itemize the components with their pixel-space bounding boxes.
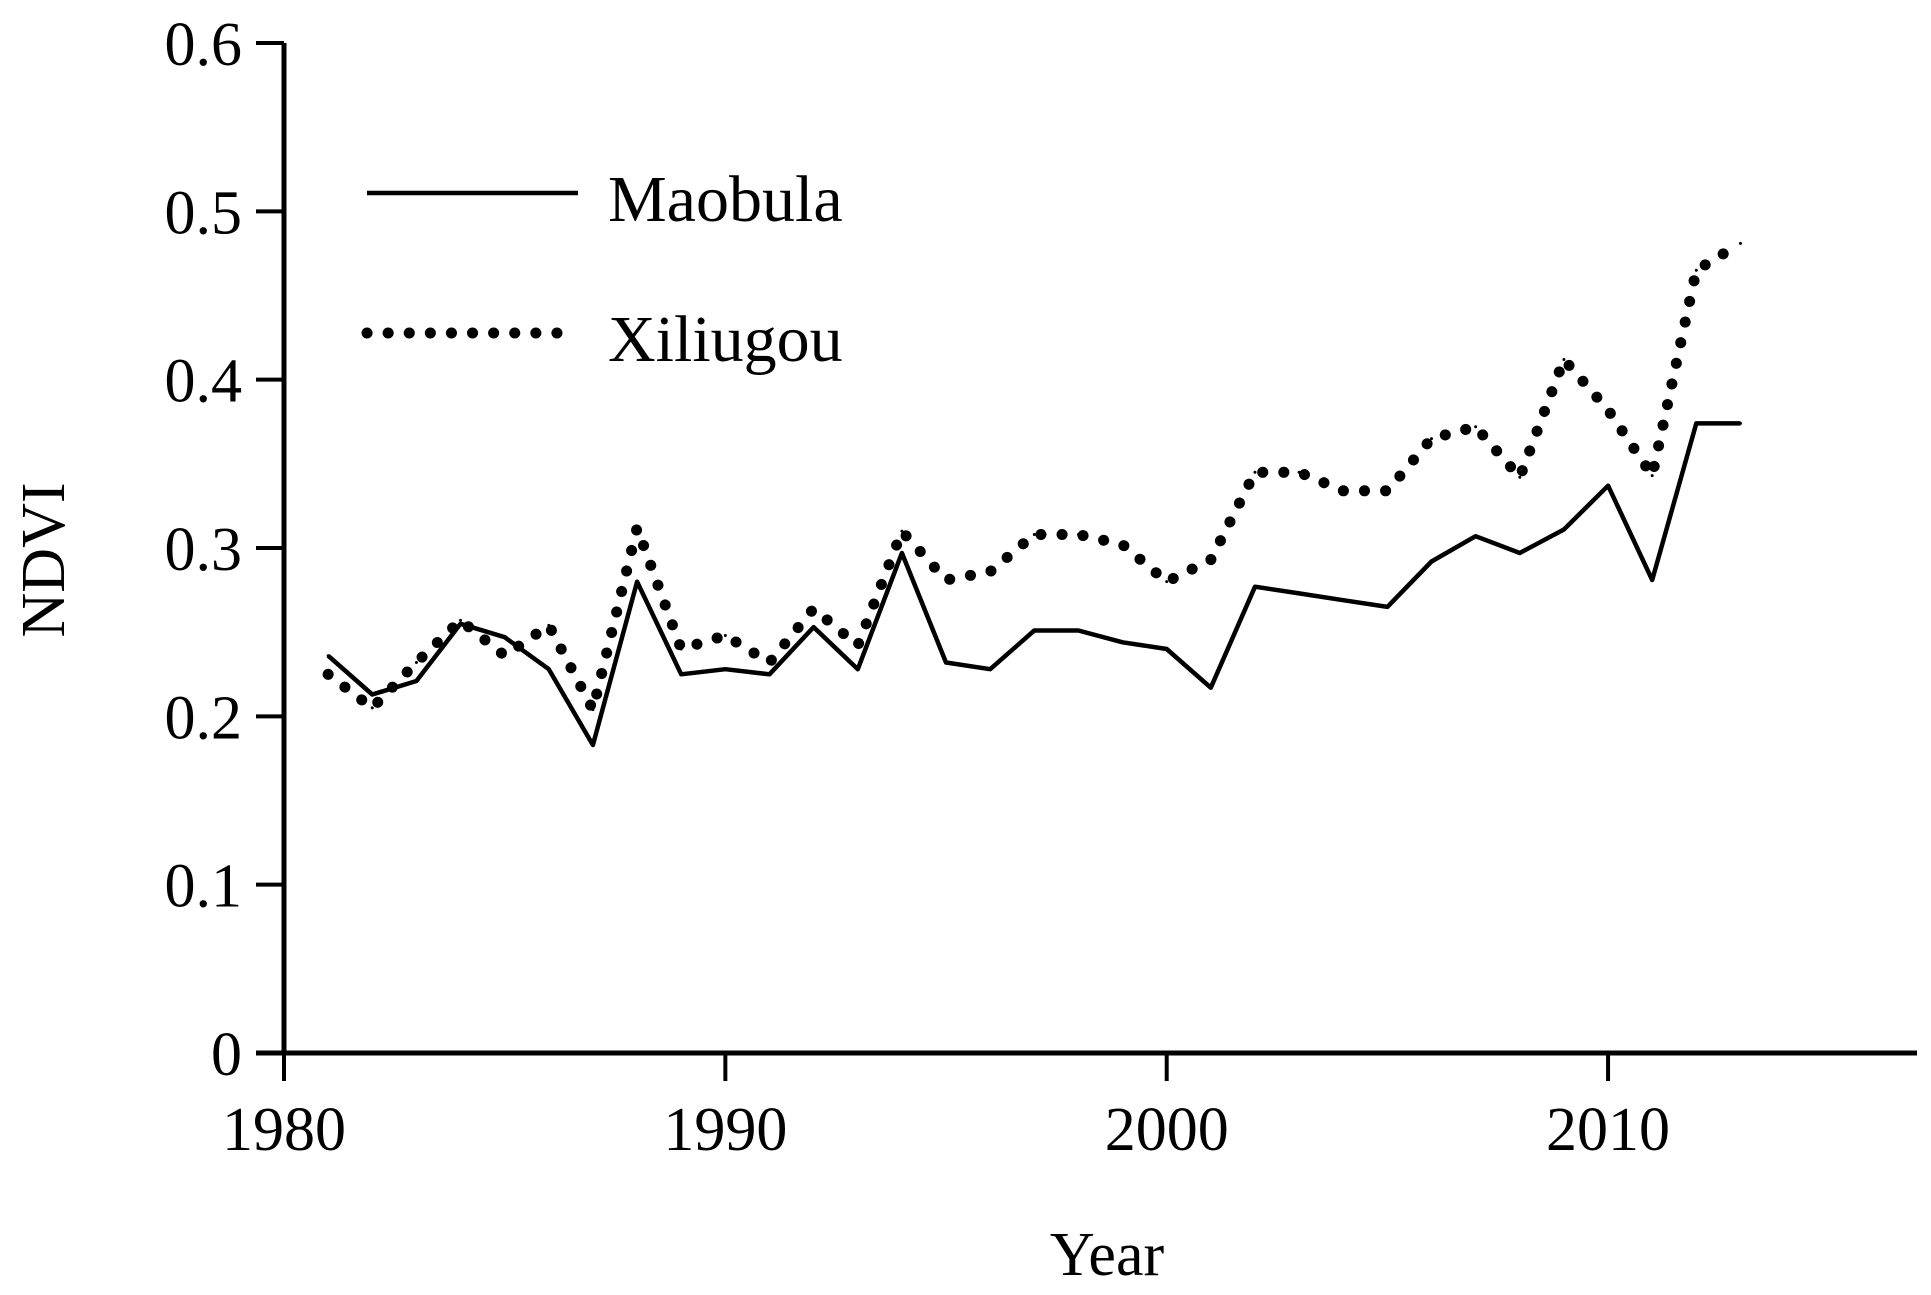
y-axis-title: NDVI: [10, 483, 78, 638]
data-point-xiliugou: [679, 647, 683, 651]
data-point-xiliugou: [326, 672, 330, 676]
data-point-xiliugou: [1209, 558, 1213, 562]
data-point-maobula: [988, 667, 992, 671]
data-point-maobula: [1606, 484, 1610, 488]
data-point-xiliugou: [414, 660, 418, 664]
data-point-maobula: [1076, 628, 1080, 632]
data-point-maobula: [1474, 534, 1478, 538]
data-point-maobula: [459, 622, 463, 626]
data-point-xiliugou: [1297, 470, 1301, 474]
axes: 0 0.1 0.2 0.3 0.4 0.5 0.6 1980 1990 2000 2010: [165, 11, 1917, 1164]
data-point-xiliugou: [1738, 241, 1742, 245]
data-point-xiliugou: [1385, 489, 1389, 493]
data-point-maobula: [1650, 578, 1654, 582]
data-point-xiliugou: [900, 529, 904, 533]
data-point-xiliugou: [1253, 470, 1257, 474]
x-tick-label: 1980: [222, 1096, 346, 1164]
data-point-xiliugou: [503, 654, 507, 658]
data-point-maobula: [723, 667, 727, 671]
y-tick-label: 0.6: [165, 11, 243, 79]
data-point-xiliugou: [723, 634, 727, 638]
data-point-xiliugou: [812, 607, 816, 611]
data-point-maobula: [1385, 605, 1389, 609]
data-point-maobula: [944, 660, 948, 664]
data-point-maobula: [1341, 598, 1345, 602]
x-tick-label: 2010: [1546, 1096, 1670, 1164]
data-point-xiliugou: [1165, 580, 1169, 584]
data-point-xiliugou: [1076, 533, 1080, 537]
data-point-maobula: [1297, 591, 1301, 595]
data-point-maobula: [547, 667, 551, 671]
data-point-xiliugou: [547, 623, 551, 627]
data-point-maobula: [767, 672, 771, 676]
data-point-maobula: [635, 580, 639, 584]
data-point-maobula: [370, 692, 374, 696]
data-point-maobula: [1738, 421, 1742, 425]
data-point-xiliugou: [370, 706, 374, 710]
data-point-maobula: [326, 654, 330, 658]
data-point-xiliugou: [767, 660, 771, 664]
legend-label-maobula: Maobula: [608, 163, 843, 236]
y-tick-label: 0.5: [165, 179, 243, 247]
data-point-xiliugou: [1518, 475, 1522, 479]
data-point-xiliugou: [1121, 543, 1125, 547]
x-tick-label: 2000: [1105, 1096, 1229, 1164]
y-tick-label: 0.2: [165, 684, 243, 752]
data-point-maobula: [812, 625, 816, 629]
data-point-xiliugou: [856, 644, 860, 648]
series-line-maobula: [326, 421, 1741, 748]
x-axis-title: Year: [1050, 1221, 1165, 1289]
data-point-maobula: [1253, 585, 1257, 589]
legend: Maobula Xiliugou: [361, 163, 843, 376]
y-tick-label: 0: [211, 1021, 242, 1089]
y-tick-label: 0.1: [165, 853, 243, 921]
data-point-maobula: [1694, 421, 1698, 425]
data-point-xiliugou: [1430, 437, 1434, 441]
data-point-xiliugou: [944, 578, 948, 582]
data-point-maobula: [591, 743, 595, 747]
data-point-maobula: [1165, 647, 1169, 651]
legend-label-xiliugou: Xiliugou: [608, 303, 843, 376]
data-point-maobula: [1562, 527, 1566, 531]
data-point-maobula: [1430, 559, 1434, 563]
data-point-maobula: [856, 667, 860, 671]
series-layer: [322, 237, 1746, 748]
data-point-xiliugou: [1606, 408, 1610, 412]
data-point-xiliugou: [459, 618, 463, 622]
data-point-maobula: [414, 679, 418, 683]
data-point-xiliugou: [1474, 425, 1478, 429]
x-tick-label: 1990: [663, 1096, 787, 1164]
data-point-xiliugou: [591, 708, 595, 712]
data-point-xiliugou: [1562, 357, 1566, 361]
y-tick-label: 0.3: [165, 516, 243, 584]
data-point-maobula: [1209, 686, 1213, 690]
data-point-maobula: [503, 635, 507, 639]
series-line-xiliugou: [322, 237, 1746, 716]
data-point-maobula: [679, 672, 683, 676]
data-point-maobula: [900, 551, 904, 555]
data-point-maobula: [1518, 551, 1522, 555]
data-point-xiliugou: [1694, 268, 1698, 272]
y-tick-label: 0.4: [165, 348, 243, 416]
data-point-xiliugou: [1341, 489, 1345, 493]
data-point-maobula: [1121, 640, 1125, 644]
data-point-xiliugou: [635, 526, 639, 530]
data-point-maobula: [1032, 628, 1036, 632]
data-point-xiliugou: [1650, 474, 1654, 478]
data-point-xiliugou: [1032, 533, 1036, 537]
data-point-xiliugou: [988, 570, 992, 574]
